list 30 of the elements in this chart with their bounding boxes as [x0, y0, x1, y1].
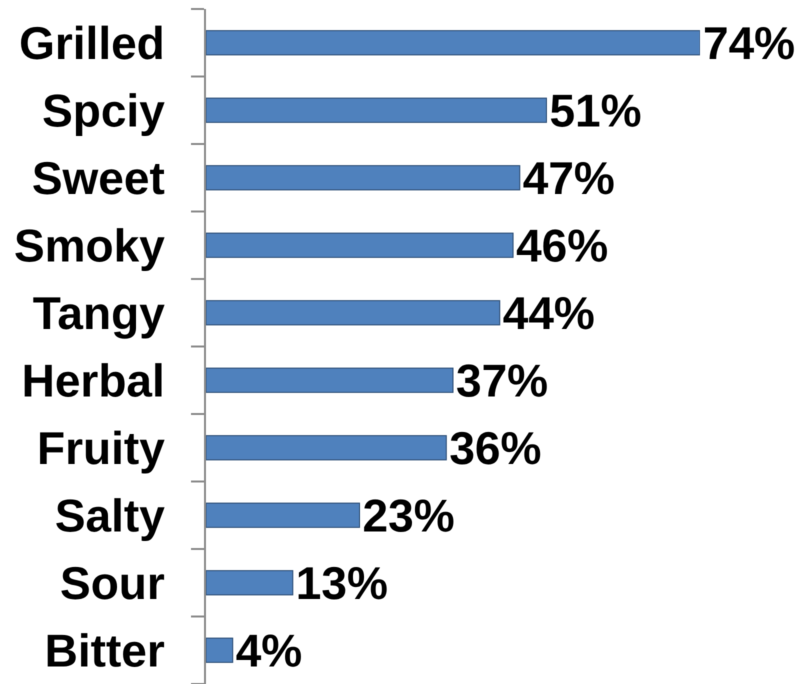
- bar: [206, 300, 500, 326]
- y-tick-label: Grilled: [19, 16, 165, 69]
- y-tick-label: Salty: [54, 489, 166, 542]
- data-label: 23%: [362, 489, 455, 542]
- data-label: 13%: [296, 556, 388, 609]
- bar: [206, 98, 547, 123]
- data-label: 51%: [549, 84, 642, 136]
- data-label: 46%: [516, 219, 608, 272]
- y-tick-label: Bitter: [44, 624, 165, 676]
- data-label: 44%: [502, 286, 595, 339]
- data-label: 36%: [449, 422, 542, 474]
- bar: [206, 368, 454, 393]
- bar: [206, 30, 700, 56]
- y-tick-label: Tangy: [32, 286, 166, 339]
- y-tick-label: Sweet: [32, 152, 165, 204]
- data-label: 37%: [456, 354, 548, 406]
- y-tick-label: Fruity: [37, 422, 166, 474]
- data-label: 47%: [522, 152, 615, 204]
- bar: [206, 570, 294, 596]
- data-label: 74%: [703, 16, 796, 69]
- bar: [206, 435, 447, 460]
- y-tick-label: Herbal: [22, 354, 165, 406]
- data-label: 4%: [236, 624, 302, 676]
- y-tick-label: Spciy: [42, 84, 166, 136]
- bar: [206, 638, 234, 663]
- bar: [206, 502, 360, 528]
- y-tick-label: Smoky: [14, 219, 166, 272]
- y-tick-label: Sour: [60, 556, 165, 609]
- bar: [206, 165, 520, 190]
- bar: [206, 232, 514, 258]
